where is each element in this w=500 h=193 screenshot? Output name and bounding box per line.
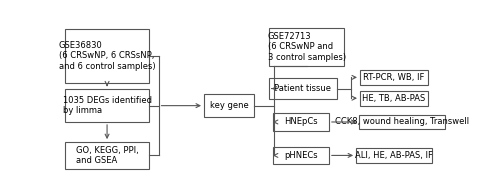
FancyBboxPatch shape [269, 28, 344, 66]
Text: RT-PCR, WB, IF: RT-PCR, WB, IF [363, 73, 424, 82]
FancyBboxPatch shape [204, 95, 254, 117]
Text: GSE36830
(6 CRSwNP, 6 CRSsNP,
and 6 control samples): GSE36830 (6 CRSwNP, 6 CRSsNP, and 6 cont… [59, 41, 156, 71]
Text: Patient tissue: Patient tissue [274, 84, 331, 93]
FancyBboxPatch shape [360, 70, 428, 85]
Text: GO, KEGG, PPI,
and GSEA: GO, KEGG, PPI, and GSEA [76, 146, 138, 165]
FancyBboxPatch shape [272, 147, 329, 164]
FancyBboxPatch shape [360, 115, 444, 130]
FancyBboxPatch shape [269, 78, 336, 99]
Text: key gene: key gene [210, 101, 248, 110]
FancyBboxPatch shape [66, 29, 148, 83]
Text: HNEpCs: HNEpCs [284, 118, 318, 126]
Text: GSE72713
(6 CRSwNP and
3 control samples): GSE72713 (6 CRSwNP and 3 control samples… [268, 32, 345, 62]
FancyBboxPatch shape [272, 113, 329, 131]
FancyBboxPatch shape [66, 142, 148, 169]
Text: CCK8, wound healing, Transwell: CCK8, wound healing, Transwell [335, 118, 469, 126]
Text: 1035 DEGs identified
by limma: 1035 DEGs identified by limma [62, 96, 152, 115]
FancyBboxPatch shape [360, 91, 428, 106]
FancyBboxPatch shape [66, 89, 148, 122]
Text: pHNECs: pHNECs [284, 151, 318, 160]
Text: ALI, HE, AB-PAS, IF: ALI, HE, AB-PAS, IF [355, 151, 433, 160]
FancyBboxPatch shape [356, 148, 432, 163]
Text: HE, TB, AB-PAS: HE, TB, AB-PAS [362, 94, 426, 103]
